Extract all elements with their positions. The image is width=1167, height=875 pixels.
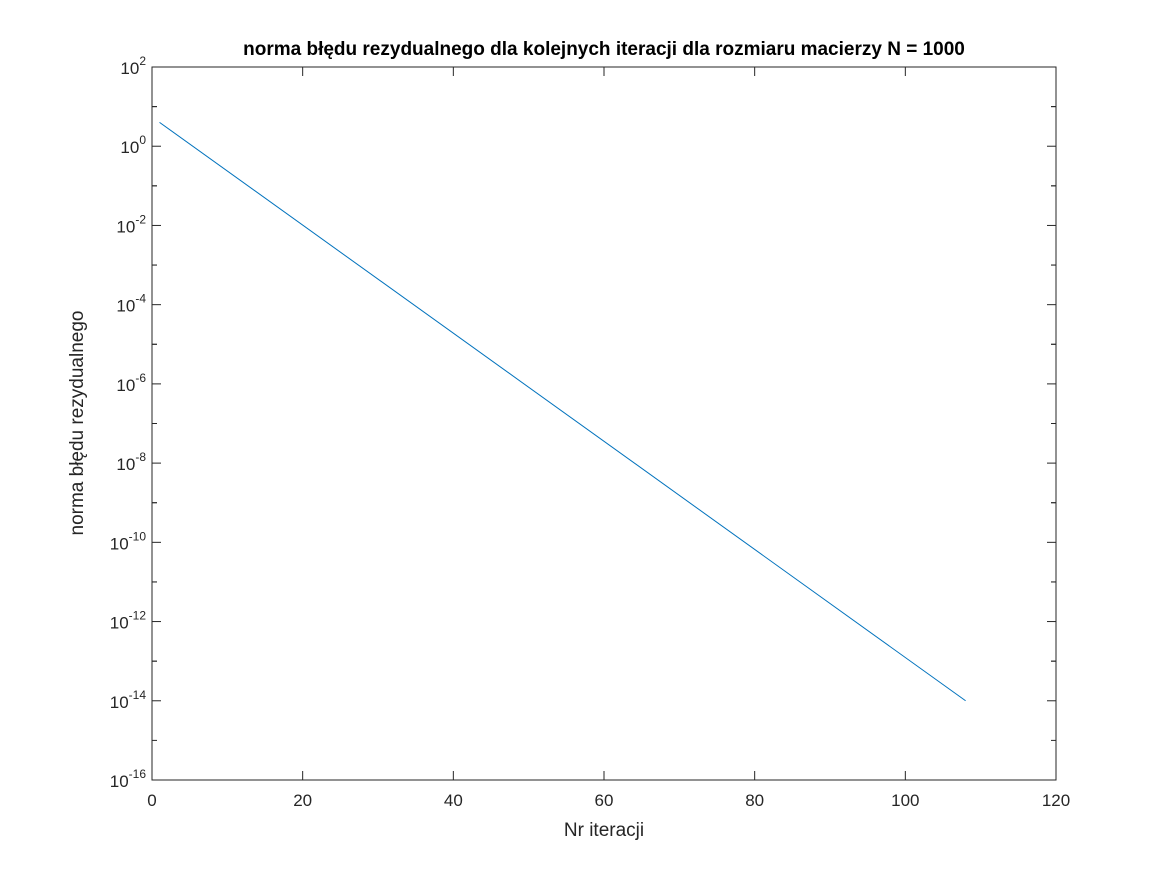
- y-tick-label-base: 10: [116, 455, 135, 474]
- y-tick-label: 10-12: [110, 609, 147, 633]
- y-tick-label: 100: [120, 133, 146, 157]
- y-tick-label: 10-4: [116, 292, 146, 316]
- y-tick-label-exponent: -2: [135, 212, 146, 226]
- y-tick-label: 10-8: [116, 450, 146, 474]
- y-tick-label-exponent: 0: [139, 133, 146, 147]
- y-tick-label-base: 10: [116, 376, 135, 395]
- y-tick-label: 10-10: [110, 529, 147, 553]
- y-tick-label-base: 10: [120, 138, 139, 157]
- y-tick-label: 10-6: [116, 371, 146, 395]
- series-layer: [159, 121, 966, 702]
- y-tick-label-exponent: -4: [135, 292, 146, 306]
- y-tick-label-base: 10: [116, 297, 135, 316]
- minor-ticks: [152, 106, 1056, 741]
- y-tick-label-base: 10: [110, 693, 129, 712]
- y-tick-label: 10-2: [116, 212, 146, 236]
- x-tick-label: 100: [891, 791, 919, 810]
- x-axis-ticks: 0 20 40 60 80 100 120: [147, 67, 1070, 810]
- y-tick-label-exponent: -10: [129, 529, 147, 543]
- x-tick-label: 120: [1042, 791, 1070, 810]
- y-tick-label-exponent: -16: [129, 767, 147, 781]
- y-tick-label-base: 10: [116, 217, 135, 236]
- y-tick-label-exponent: -14: [129, 688, 147, 702]
- x-tick-label: 80: [745, 791, 764, 810]
- y-tick-label-exponent: -6: [135, 371, 146, 385]
- series-line: [159, 121, 966, 702]
- x-tick-label: 40: [444, 791, 463, 810]
- y-tick-label-base: 10: [110, 534, 129, 553]
- y-tick-label-base: 10: [110, 614, 129, 633]
- y-tick-label-exponent: -12: [129, 609, 147, 623]
- x-axis-label: Nr iteracji: [564, 820, 644, 841]
- plot-area: [151, 66, 1057, 781]
- x-tick-label: 60: [595, 791, 614, 810]
- y-axis-label: norma błędu rezydualnego: [67, 311, 88, 536]
- x-tick-label: 20: [293, 791, 312, 810]
- y-axis-ticks: 10-1610-1410-1210-1010-810-610-410-21001…: [110, 54, 1056, 791]
- y-tick-label: 10-16: [110, 767, 147, 791]
- x-tick-label: 0: [147, 791, 156, 810]
- y-tick-label-exponent: -8: [135, 450, 146, 464]
- y-tick-label: 10-14: [110, 688, 147, 712]
- chart-title: norma błędu rezydualnego dla kolejnych i…: [243, 39, 965, 60]
- y-tick-label-base: 10: [110, 772, 129, 791]
- y-tick-label: 102: [120, 54, 146, 78]
- y-tick-label-base: 10: [120, 59, 139, 78]
- y-tick-label-exponent: 2: [139, 54, 146, 68]
